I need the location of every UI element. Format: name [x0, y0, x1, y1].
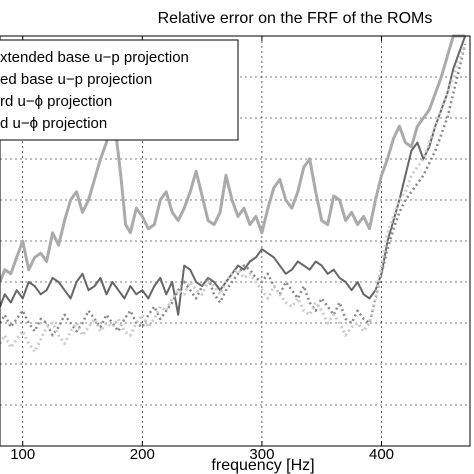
x-tick-label: 200 [130, 446, 155, 463]
series-line-1 [0, 34, 466, 283]
legend: xtended base u−p projection ed base u−p p… [0, 39, 239, 141]
series-line-4 [0, 43, 467, 354]
x-tick-label: 300 [249, 446, 274, 463]
series-layer [0, 34, 467, 354]
x-axis-label: frequency [Hz] [211, 457, 314, 474]
plot-frame [0, 35, 471, 447]
x-tick-label: 400 [369, 446, 394, 463]
legend-entry-3: rd u−ϕ projection [0, 93, 112, 110]
legend-box [0, 39, 239, 141]
legend-entry-4: d u−ϕ projection [0, 115, 107, 132]
x-ticks: 100 200 300 400 [10, 36, 394, 463]
x-tick-label: 100 [10, 446, 35, 463]
legend-entry-2: ed base u−p projection [0, 71, 152, 88]
legend-entry-1: xtended base u−p projection [0, 49, 189, 66]
grid [0, 36, 470, 446]
chart-title: Relative error on the FRF of the ROMs [158, 10, 433, 27]
series-line-3 [0, 43, 467, 337]
